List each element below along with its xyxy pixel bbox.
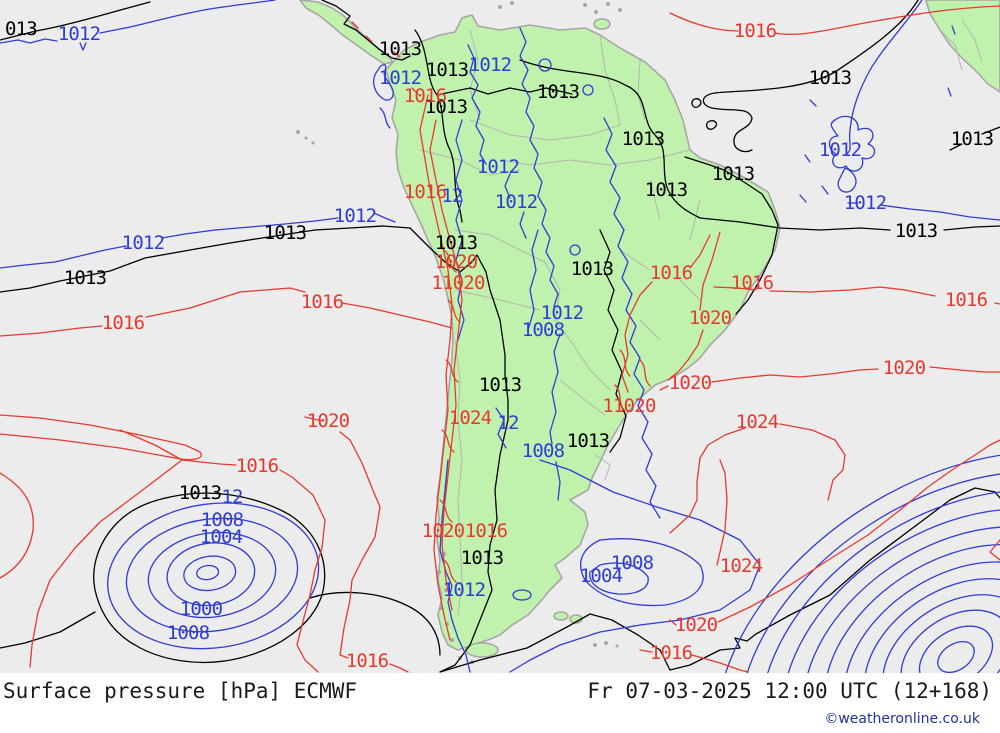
isobar-label: 1004 [580, 565, 623, 587]
isobar-label: 1016 [465, 520, 508, 542]
isobar-label: 1024 [449, 407, 492, 429]
isobar-label: 1012 [379, 67, 422, 89]
isobar-label: 1000 [180, 598, 223, 620]
isobar-labels: 0131013101310131013101310131013101310131… [5, 18, 994, 672]
island-tierra-del-fuego [465, 642, 499, 658]
isobar-label: 1008 [611, 552, 654, 574]
isobar-label: 1016 [404, 181, 447, 203]
isobar-label: 1012 [477, 156, 520, 178]
isobars-low-blue [0, 0, 1000, 673]
isobar-label: 1016 [102, 312, 145, 334]
copyright-link[interactable]: ©weatheronline.co.uk [824, 711, 980, 727]
isobar-label: 1012 [819, 139, 862, 161]
isobar-label: 1013 [537, 81, 580, 103]
isobar-label: 1016 [731, 272, 774, 294]
isobar-label: 013 [5, 18, 37, 40]
isobar-label: 12 [441, 185, 462, 207]
isobar-label: 1013 [645, 179, 688, 201]
isobar-label: 1013 [264, 222, 307, 244]
isobar-label: 11020 [602, 395, 656, 417]
isobar-label: 1016 [650, 642, 693, 664]
isobar-label: 12 [497, 412, 518, 434]
isobar-label: 1020 [422, 520, 465, 542]
isobar-label: 1013 [951, 128, 994, 150]
isobar-label: 1013 [179, 482, 222, 504]
isobar-label: 1004 [200, 526, 243, 548]
isobar-label: 1024 [720, 555, 763, 577]
isobar-label: 11020 [431, 272, 485, 294]
isobar-label: 1016 [236, 455, 279, 477]
isobar-label: 1013 [895, 220, 938, 242]
isobar-label: 1008 [201, 509, 244, 531]
isobar-label: 1020 [675, 614, 718, 636]
isobar-label: 1020 [689, 307, 732, 329]
isobar-label: 1013 [712, 163, 755, 185]
isobar-label: 1016 [945, 289, 988, 311]
isobar-label: 1013 [461, 547, 504, 569]
isobar-label: 1020 [435, 251, 478, 273]
isobar-label: 1013 [809, 67, 852, 89]
isobar-label: 1012 [541, 302, 584, 324]
isobar-label: 1016 [301, 291, 344, 313]
island-trinidad [593, 18, 611, 30]
isobar-label: 1013 [426, 59, 469, 81]
isobar-label: 1013 [571, 258, 614, 280]
isobar-label: 1012 [844, 192, 887, 214]
isobar-label: 1012 [495, 191, 538, 213]
isobar-label: 1012 [58, 23, 101, 45]
isobar-label: 1012 [122, 232, 165, 254]
isobar-label: 1012 [469, 54, 512, 76]
isobar-label: 1016 [650, 262, 693, 284]
isobar-label: 1008 [522, 319, 565, 341]
isobar-label: 1020 [669, 372, 712, 394]
small-islands [296, 1, 622, 664]
valid-time: Fr 07-03-2025 12:00 UTC (12+168) [587, 679, 992, 703]
map-title: Surface pressure [hPa] ECMWF [3, 679, 358, 703]
isobar-label: 1013 [425, 96, 468, 118]
isobar-label: 1016 [346, 650, 389, 672]
isobar-label: 1013 [567, 430, 610, 452]
isobar-label: 1008 [522, 440, 565, 462]
island-falkland-west [553, 611, 569, 621]
isobar-label: 1020 [307, 410, 350, 432]
isobar-label: 1013 [622, 128, 665, 150]
isobar-label: 1016 [734, 20, 777, 42]
isobar-label: 1012 [443, 579, 486, 601]
landmasses [296, 0, 1000, 664]
isobar-label: 12 [221, 486, 242, 508]
surface-pressure-map: 0131013101310131013101310131013101310131… [0, 0, 1000, 673]
isobar-label: 1013 [379, 38, 422, 60]
isobar-label: 1016 [404, 85, 447, 107]
isobar-label: 1013 [479, 374, 522, 396]
isobars-1013-black [0, 0, 1000, 673]
isobar-label: 1024 [736, 411, 779, 433]
isobar-label: 1020 [883, 357, 926, 379]
isobars-high-red [0, 5, 1000, 673]
country-borders [419, 19, 983, 616]
fan-low-bottom-right [715, 451, 1000, 673]
isobar-label: 1013 [64, 267, 107, 289]
land-central-america [299, 0, 394, 65]
isobar-label: 1013 [435, 232, 478, 254]
isobar-label: 1008 [167, 622, 210, 644]
isobar-label: 1012 [334, 205, 377, 227]
land-west-africa [925, 0, 1000, 93]
